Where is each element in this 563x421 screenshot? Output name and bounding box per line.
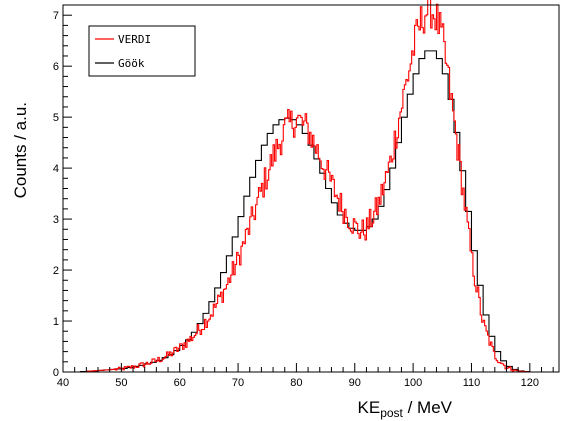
series-layer <box>63 0 554 373</box>
x-tick-label: 70 <box>232 377 244 389</box>
x-tick-label: 40 <box>57 377 69 389</box>
y-tick-label: 0 <box>53 367 59 379</box>
y-tick-label: 6 <box>53 61 59 73</box>
y-tick-label: 1 <box>53 316 59 328</box>
axes-layer: 40 50 60 70 80 90 100 110 120 0 1 2 3 4 5 6 7 <box>53 4 554 389</box>
x-tick-label: 100 <box>404 377 422 389</box>
x-axis-title-unit: / MeV <box>403 398 453 417</box>
y-axis-title: Counts / a.u. <box>11 102 30 198</box>
x-axis-title-subscript: post <box>380 406 403 420</box>
x-tick-label: 120 <box>521 377 539 389</box>
x-axis-title: KEpost / MeV <box>358 398 453 420</box>
plot-frame <box>62 4 560 373</box>
legend: VERDI Göök <box>88 25 196 77</box>
y-tick-label: 5 <box>53 112 59 124</box>
y-tick-label: 7 <box>53 10 59 22</box>
legend-label-verdi: VERDI <box>118 33 151 46</box>
y-tick-label: 2 <box>53 265 59 277</box>
legend-box <box>88 25 196 77</box>
y-tick-label: 4 <box>53 163 59 175</box>
x-axis-title-main: KE <box>358 398 381 417</box>
x-tick-label: 90 <box>349 377 361 389</box>
x-tick-label: 50 <box>115 377 127 389</box>
legend-label-gook: Göök <box>118 57 145 70</box>
x-tick-label: 80 <box>290 377 302 389</box>
x-tick-label: 60 <box>174 377 186 389</box>
y-tick-label: 3 <box>53 214 59 226</box>
x-tick-label: 110 <box>463 377 481 389</box>
series-verdi-histogram <box>86 0 554 373</box>
